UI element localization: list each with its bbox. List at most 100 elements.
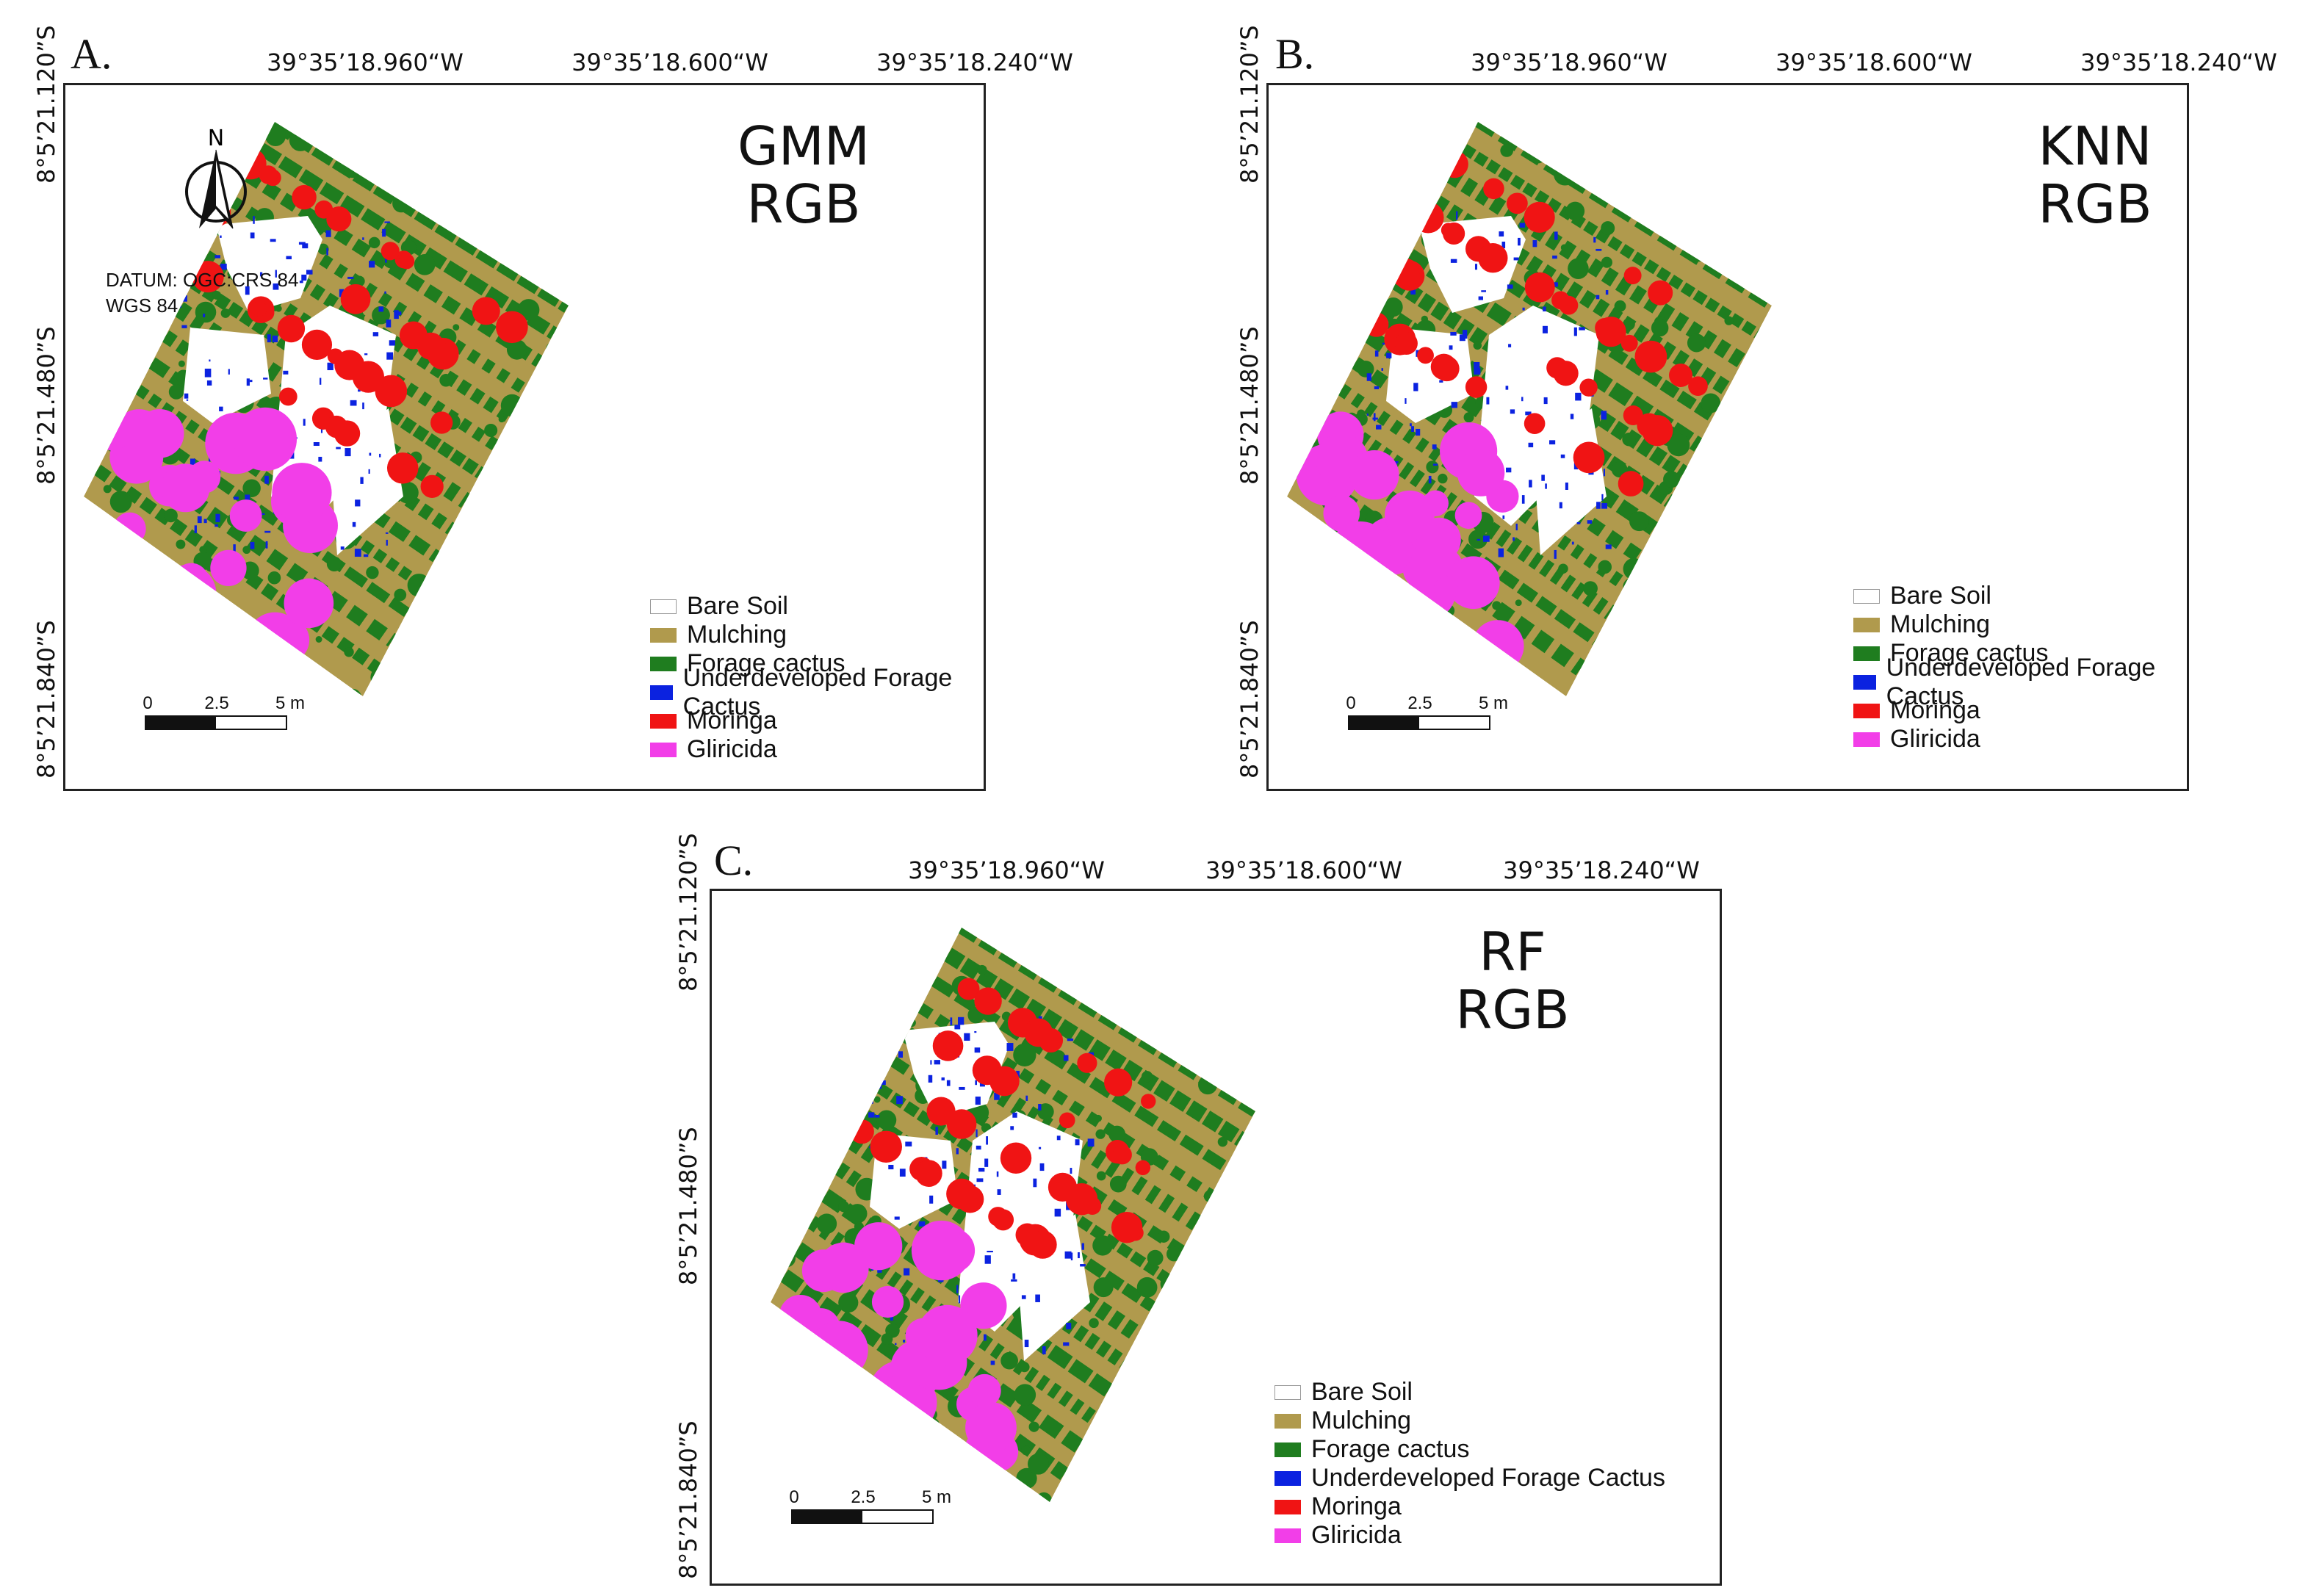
- legend-item-underdeveloped: Underdeveloped Forage Cactus: [1853, 654, 2187, 710]
- legend-item-forage-cactus: Forage cactus: [650, 649, 984, 678]
- band-label: RGB: [746, 173, 861, 236]
- legend-label: Moringa: [1311, 1492, 1402, 1520]
- latitude-label: 8°5’21.840”S: [1236, 620, 1263, 779]
- scale-tick: 0: [143, 693, 153, 713]
- scale-tick: 2.5: [204, 693, 229, 713]
- scale-tick: 0: [1346, 693, 1356, 713]
- scale-tick: 5 m: [921, 1487, 952, 1507]
- panel-letter: C.: [714, 837, 754, 884]
- method-label: RF: [1479, 921, 1546, 983]
- legend: Bare Soil Mulching Forage cactus Underde…: [650, 592, 984, 764]
- legend-item-mulching: Mulching: [1274, 1407, 1665, 1435]
- legend-item-underdeveloped: Underdeveloped Forage Cactus: [650, 664, 984, 721]
- legend: Bare Soil Mulching Forage cactus Underde…: [1274, 1378, 1665, 1550]
- band-label: RGB: [2038, 173, 2152, 236]
- datum-line: DATUM: OGC:CRS 84: [106, 269, 299, 291]
- swatch-moringa: [1853, 703, 1880, 718]
- classification-map: [84, 122, 569, 696]
- swatch-mulching: [1853, 617, 1880, 632]
- swatch-forage-cactus: [1274, 1442, 1301, 1457]
- legend-item-forage-cactus: Forage cactus: [1853, 639, 2187, 668]
- field-classes: [84, 122, 569, 696]
- legend-label: Moringa: [1890, 696, 1980, 724]
- legend-item-moringa: Moringa: [650, 707, 984, 735]
- north-arrow-icon: N: [185, 126, 247, 229]
- legend-item-underdeveloped: Underdeveloped Forage Cactus: [1274, 1464, 1665, 1492]
- swatch-bare-soil: [1274, 1384, 1301, 1400]
- field-classes: [771, 928, 1255, 1502]
- legend-label: Bare Soil: [687, 592, 788, 620]
- legend-label: Bare Soil: [1890, 582, 1991, 610]
- latitude-label: 8°5’21.840”S: [32, 620, 60, 779]
- legend-item-mulching: Mulching: [1853, 610, 2187, 639]
- map-title: GMM RGB: [693, 115, 914, 236]
- swatch-moringa: [650, 713, 677, 729]
- map-frame: KNN RGB Bare Soil Mulching Forage cactus…: [1266, 83, 2189, 791]
- scale-bar: 0 2.5 5 m: [789, 1487, 981, 1524]
- latitude-label: 8°5’21.480”S: [674, 1127, 702, 1285]
- legend-label: Gliricida: [1311, 1521, 1402, 1549]
- map-title: KNN RGB: [1985, 115, 2187, 236]
- scale-bar: 0 2.5 5 m: [1346, 693, 1537, 730]
- legend-label: Moringa: [687, 707, 777, 734]
- legend-label: Forage cactus: [1890, 639, 2049, 667]
- legend-label: Forage cactus: [1311, 1435, 1470, 1463]
- legend-item-gliricida: Gliricida: [1853, 725, 2187, 754]
- map-frame: GMM RGB Bare Soil Mulching Forage cactus…: [63, 83, 986, 791]
- swatch-forage-cactus: [1853, 646, 1880, 661]
- legend-label: Underdeveloped Forage Cactus: [682, 663, 953, 721]
- scale-tick: 5 m: [1478, 693, 1509, 713]
- legend-label: Underdeveloped Forage Cactus: [1311, 1464, 1665, 1492]
- longitude-label: 39°35’18.600“W: [572, 48, 768, 76]
- legend-label: Mulching: [1890, 610, 1991, 638]
- scale-tick: 2.5: [851, 1487, 876, 1507]
- legend: Bare Soil Mulching Forage cactus Underde…: [1853, 582, 2187, 754]
- legend-item-mulching: Mulching: [650, 621, 984, 649]
- legend-item-moringa: Moringa: [1274, 1492, 1665, 1521]
- scale-tick: 5 m: [275, 693, 306, 713]
- legend-item-forage-cactus: Forage cactus: [1274, 1435, 1665, 1464]
- method-label: GMM: [737, 115, 870, 177]
- scale-tick: 0: [789, 1487, 799, 1507]
- scale-tick: 2.5: [1407, 693, 1432, 713]
- map-frame: RF RGB Bare Soil Mulching Forage cactus …: [710, 889, 1722, 1586]
- longitude-label: 39°35’18.960“W: [1471, 48, 1667, 76]
- legend-label: Bare Soil: [1311, 1378, 1413, 1406]
- swatch-underdeveloped: [1274, 1470, 1301, 1486]
- swatch-bare-soil: [1853, 588, 1880, 604]
- scale-bar: 0 2.5 5 m: [143, 693, 334, 730]
- swatch-underdeveloped: [1853, 674, 1876, 690]
- panel-letter: B.: [1275, 30, 1315, 78]
- legend-label: Gliricida: [687, 735, 777, 763]
- north-label: N: [208, 126, 224, 151]
- latitude-label: 8°5’21.480”S: [32, 326, 60, 485]
- longitude-label: 39°35’18.600“W: [1205, 856, 1402, 884]
- swatch-moringa: [1274, 1499, 1301, 1514]
- method-label: KNN: [2038, 115, 2152, 177]
- legend-label: Gliricida: [1890, 725, 1980, 753]
- field-classes: [1287, 122, 1772, 696]
- band-label: RGB: [1455, 979, 1570, 1041]
- classification-map: [1287, 122, 1772, 696]
- swatch-gliricida: [1274, 1528, 1301, 1543]
- longitude-label: 39°35’18.600“W: [1775, 48, 1972, 76]
- swatch-forage-cactus: [650, 656, 677, 671]
- legend-item-moringa: Moringa: [1853, 696, 2187, 725]
- legend-item-gliricida: Gliricida: [1274, 1521, 1665, 1550]
- legend-item-gliricida: Gliricida: [650, 735, 984, 764]
- datum-note: DATUM: OGC:CRS 84 WGS 84: [106, 267, 298, 319]
- legend-item-bare-soil: Bare Soil: [1274, 1378, 1665, 1407]
- swatch-bare-soil: [650, 599, 677, 614]
- latitude-label: 8°5’21.840”S: [674, 1420, 702, 1579]
- latitude-label: 8°5’21.120”S: [32, 25, 60, 184]
- panel-letter: A.: [71, 30, 112, 78]
- datum-line: WGS 84: [106, 295, 179, 317]
- longitude-label: 39°35’18.240“W: [876, 48, 1073, 76]
- swatch-underdeveloped: [650, 685, 673, 700]
- legend-label: Forage cactus: [687, 649, 845, 677]
- longitude-label: 39°35’18.240“W: [1503, 856, 1700, 884]
- swatch-gliricida: [1853, 732, 1880, 747]
- latitude-label: 8°5’21.120”S: [674, 833, 702, 992]
- legend-item-bare-soil: Bare Soil: [650, 592, 984, 621]
- swatch-gliricida: [650, 742, 677, 757]
